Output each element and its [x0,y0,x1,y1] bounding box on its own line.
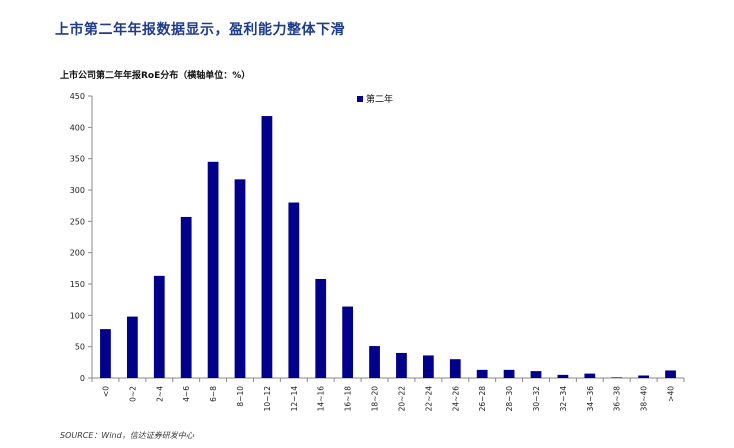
x-tick-label: 4~6 [182,386,191,402]
y-tick-label: 300 [70,186,85,195]
y-tick-label: 450 [70,92,85,101]
bar-12 [422,355,434,378]
bar-19 [611,377,623,378]
y-axis: 0 50 100 150 200 250 300 350 400 450 [70,92,93,383]
bar-4 [207,161,219,378]
x-tick-label: 6~8 [209,386,218,402]
bar-7 [288,202,300,378]
bar-5 [234,179,246,378]
x-tick-label: 34~36 [586,386,595,412]
headline: 上市第二年年报数据显示，盈利能力整体下滑 [55,22,345,38]
bar-0 [100,329,111,378]
chart-title: 上市公司第二年年报RoE分布（横轴单位：%） [60,71,251,81]
x-tick-label: 26~28 [478,386,487,412]
x-tick-label: 28~30 [505,386,514,412]
bar-14 [476,369,488,378]
y-tick-label: 0 [80,374,85,383]
x-tick-label: 10~12 [263,386,272,412]
bar-9 [342,306,354,378]
x-axis: <0 0~2 2~4 4~6 6~8 8~10 10~12 12~14 14~16 16~18 18… [91,377,685,412]
bar-2 [153,275,165,378]
bar-1 [126,316,138,378]
legend: 第二年 [357,93,393,105]
bar-3 [180,216,192,378]
bar-15 [503,369,515,378]
bar-13 [449,359,461,378]
bar-10 [369,346,380,378]
legend-swatch [357,96,363,102]
x-tick-label: <0 [101,386,110,397]
y-tick-label: 50 [75,343,85,352]
bar-20 [638,375,650,378]
bar-18 [584,373,596,378]
x-tick-label: 16~18 [344,386,353,412]
x-tick-label: 8~10 [236,386,245,407]
x-tick-label: 2~4 [155,386,164,402]
bar-21 [665,370,676,378]
x-tick-label: 12~14 [290,386,299,412]
legend-label: 第二年 [366,93,393,105]
bar-8 [315,278,327,378]
x-tick-label: 36~38 [613,386,622,412]
x-tick-label: 32~34 [559,386,568,412]
y-tick-label: 100 [70,311,85,320]
x-tick-label: 22~24 [424,386,433,412]
y-tick-label: 200 [70,249,85,258]
bar-6 [261,116,273,378]
bar-16 [530,371,542,378]
bars [100,116,676,378]
y-tick-label: 400 [70,123,85,132]
y-tick-label: 150 [70,280,85,289]
x-tick-label: 38~40 [640,386,649,412]
y-tick-label: 350 [70,155,85,164]
x-tick-label: 0~2 [128,386,137,402]
x-tick-label: 14~16 [317,386,326,412]
x-tick-label: 20~22 [397,386,406,412]
x-tick-label: 24~26 [451,386,460,412]
x-tick-label: 30~32 [532,386,541,412]
source-note: SOURCE：Wind，信达证券研发中心 [60,431,194,440]
x-tick-label: 18~20 [371,386,380,412]
bar-17 [557,374,569,378]
y-tick-label: 250 [70,217,85,226]
x-tick-label: >40 [667,386,676,402]
bar-11 [396,352,407,378]
